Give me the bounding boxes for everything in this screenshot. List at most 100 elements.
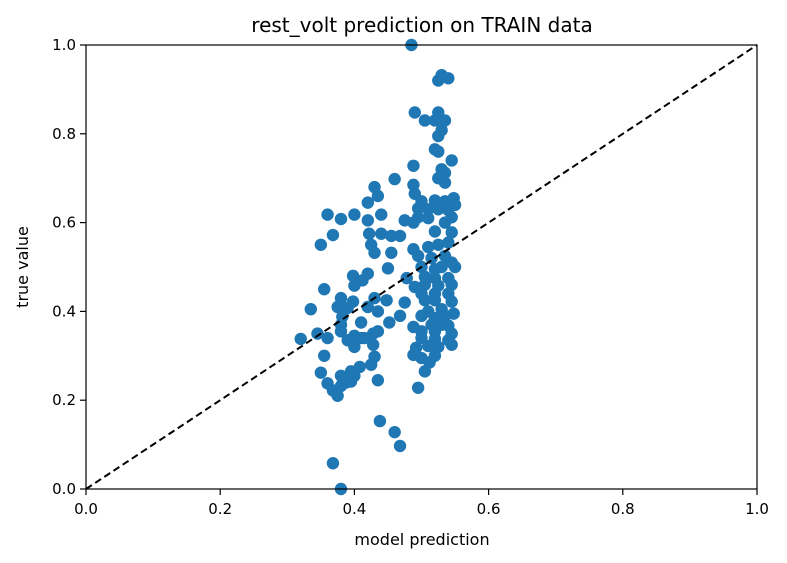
y-tick-label: 1.0	[52, 36, 76, 54]
scatter-point	[362, 227, 376, 240]
scatter-point	[445, 295, 458, 308]
data-points	[294, 38, 462, 496]
y-axis: 0.0 0.2 0.4 0.6 0.8 1.0	[52, 36, 86, 498]
scatter-point	[432, 129, 445, 143]
scatter-point	[411, 381, 425, 394]
chart-title: rest_volt prediction on TRAIN data	[251, 13, 592, 37]
y-tick-label: 0.0	[52, 480, 76, 498]
scatter-point	[411, 249, 425, 263]
reference-line	[85, 44, 758, 490]
scatter-point	[364, 358, 378, 371]
scatter-point	[331, 389, 344, 402]
x-tick-label: 0.4	[342, 500, 366, 518]
x-axis: 0.0 0.2 0.4 0.6 0.8 1.0	[74, 489, 769, 518]
scatter-point	[432, 145, 445, 158]
scatter-point	[375, 227, 388, 240]
scatter-point	[314, 238, 328, 251]
scatter-point	[294, 332, 307, 346]
scatter-point	[385, 229, 398, 243]
scatter-point	[438, 216, 452, 229]
scatter-point	[380, 294, 393, 307]
scatter-point	[448, 198, 462, 212]
scatter-point	[381, 262, 395, 275]
y-tick-label: 0.6	[52, 214, 76, 232]
scatter-point	[418, 294, 432, 307]
scatter-point	[393, 439, 407, 453]
scatter-point	[393, 309, 407, 323]
scatter-point	[388, 172, 401, 186]
x-axis-label: model prediction	[354, 530, 489, 549]
scatter-point	[318, 283, 331, 296]
scatter-point	[371, 325, 385, 338]
scatter-point	[375, 208, 388, 221]
scatter-point	[348, 279, 361, 292]
scatter-point	[422, 211, 435, 225]
scatter-point	[432, 238, 445, 251]
scatter-point	[448, 260, 462, 274]
scatter-point	[358, 331, 371, 345]
scatter-point	[371, 305, 385, 318]
scatter-point	[331, 300, 344, 314]
scatter-point	[393, 229, 407, 243]
scatter-point	[428, 114, 442, 127]
scatter-point	[361, 214, 375, 227]
scatter-point	[371, 374, 385, 387]
scatter-point	[445, 226, 458, 239]
scatter-point	[314, 366, 328, 379]
x-tick-label: 0.6	[477, 500, 501, 518]
scatter-point	[445, 338, 458, 351]
scatter-point	[321, 208, 334, 221]
scatter-point	[348, 208, 361, 221]
scatter-point	[373, 414, 387, 428]
scatter-point	[340, 376, 353, 389]
y-tick-label: 0.8	[52, 125, 76, 143]
scatter-point	[321, 331, 334, 345]
scatter-point	[432, 203, 445, 216]
scatter-point	[326, 457, 340, 470]
x-tick-label: 0.8	[611, 500, 635, 518]
scatter-point	[438, 176, 452, 189]
y-axis-label: true value	[13, 226, 32, 308]
y-tick-label: 0.4	[52, 302, 76, 320]
scatter-point	[366, 338, 380, 351]
scatter-point	[334, 212, 348, 226]
x-tick-label: 0.0	[74, 500, 98, 518]
scatter-point	[348, 340, 361, 354]
scatter-point	[361, 267, 375, 280]
scatter-point	[383, 316, 396, 329]
scatter-point	[407, 216, 420, 229]
scatter-point	[445, 154, 458, 167]
scatter-point	[428, 225, 442, 238]
scatter-point	[407, 159, 420, 172]
scatter-point	[304, 302, 317, 316]
scatter-point	[438, 114, 452, 127]
scatter-point	[408, 106, 421, 119]
y-tick-label: 0.2	[52, 391, 76, 409]
scatter-point	[422, 240, 435, 254]
scatter-point	[418, 114, 432, 127]
scatter-point	[346, 269, 360, 283]
plot-frame	[85, 44, 758, 490]
scatter-point	[385, 246, 398, 259]
scatter-point	[368, 246, 381, 259]
scatter-point	[415, 309, 428, 323]
scatter-point	[326, 228, 340, 242]
scatter-point	[354, 316, 368, 329]
scatter-point	[388, 425, 401, 439]
scatter-point	[418, 365, 432, 378]
scatter-point	[318, 349, 331, 362]
scatter-point	[341, 301, 354, 315]
scatter-point	[442, 72, 455, 85]
scatter-point	[442, 236, 455, 249]
x-tick-label: 1.0	[745, 500, 769, 518]
scatter-point	[435, 260, 448, 274]
scatter-point	[361, 196, 375, 209]
scatter-point	[334, 325, 348, 338]
scatter-point	[422, 339, 435, 353]
scatter-point	[432, 74, 445, 87]
scatter-point	[311, 327, 324, 340]
x-tick-label: 0.2	[208, 500, 232, 518]
scatter-point	[371, 189, 385, 203]
scatter-point	[422, 203, 435, 216]
